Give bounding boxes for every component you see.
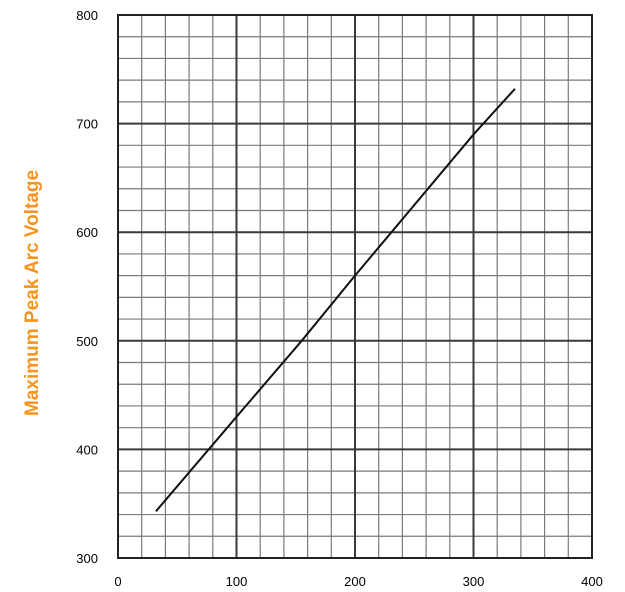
y-tick-label: 700 — [76, 117, 98, 132]
y-axis-label: Maximum Peak Arc Voltage — [22, 170, 43, 416]
x-tick-label: 200 — [344, 574, 366, 589]
plot-frame — [117, 14, 593, 559]
series-line — [155, 88, 516, 512]
y-tick-labels: 300 400 500 600 700 800 — [76, 8, 98, 566]
x-tick-label: 0 — [114, 574, 121, 589]
x-tick-label: 400 — [581, 574, 603, 589]
x-tick-labels: 0 100 200 300 400 — [114, 574, 602, 589]
x-tick-label: 100 — [226, 574, 248, 589]
x-tick-label: 300 — [463, 574, 485, 589]
y-tick-label: 600 — [76, 225, 98, 240]
y-tick-label: 300 — [76, 551, 98, 566]
y-tick-label: 500 — [76, 334, 98, 349]
y-tick-label: 800 — [76, 8, 98, 23]
y-tick-label: 400 — [76, 442, 98, 457]
series-group — [155, 88, 516, 512]
